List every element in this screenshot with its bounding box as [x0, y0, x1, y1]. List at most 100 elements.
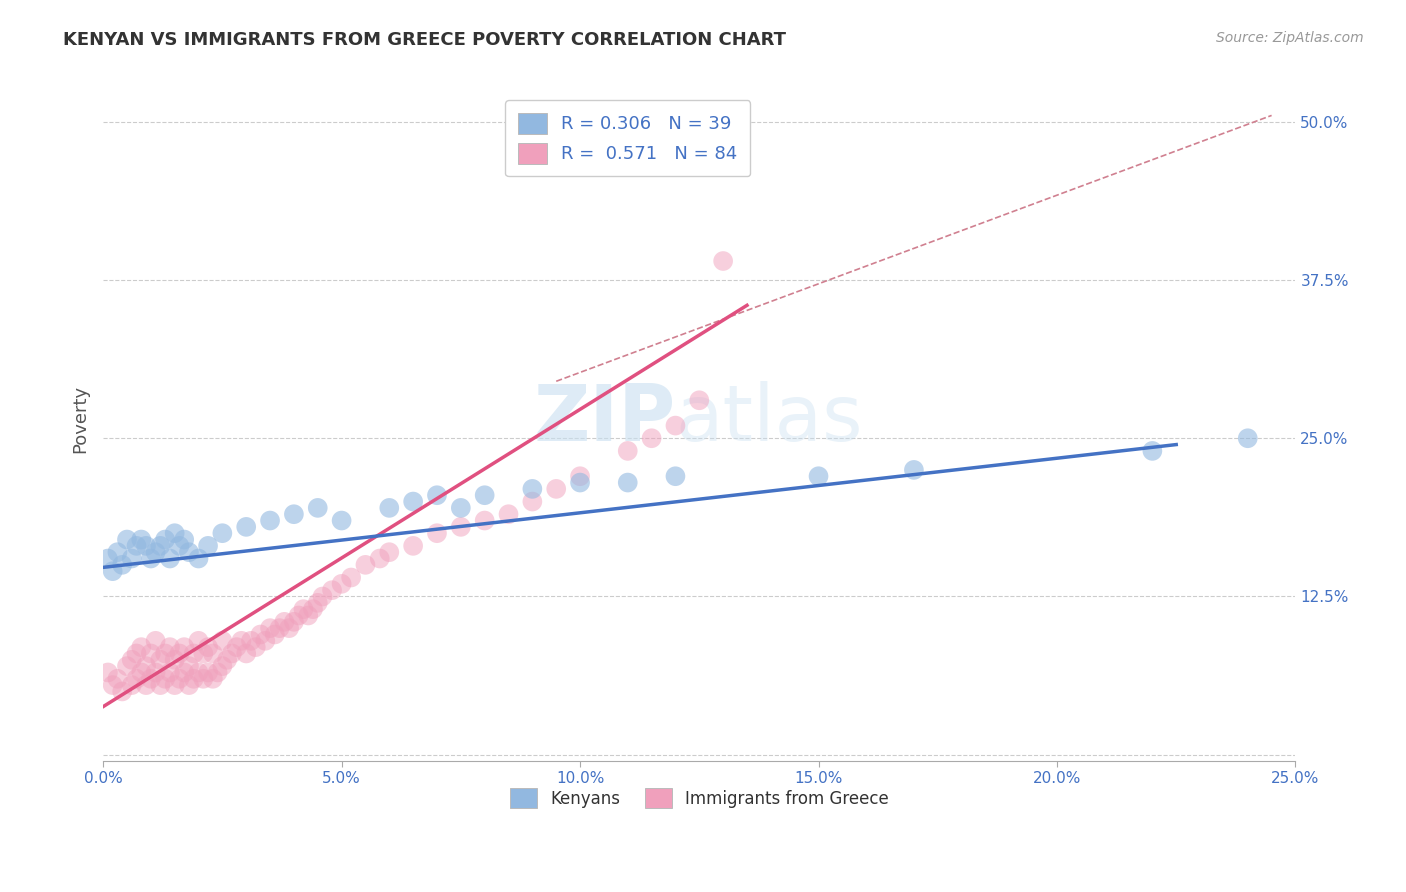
- Point: [245, 640, 267, 654]
- Point: [263, 627, 285, 641]
- Point: [187, 551, 209, 566]
- Point: [211, 526, 233, 541]
- Point: [177, 678, 200, 692]
- Point: [163, 653, 186, 667]
- Point: [187, 665, 209, 680]
- Point: [450, 500, 472, 515]
- Point: [121, 551, 143, 566]
- Point: [297, 608, 319, 623]
- Point: [283, 615, 305, 629]
- Point: [378, 500, 401, 515]
- Point: [307, 500, 329, 515]
- Point: [249, 627, 271, 641]
- Legend: Kenyans, Immigrants from Greece: Kenyans, Immigrants from Greece: [503, 781, 896, 814]
- Point: [569, 469, 592, 483]
- Point: [311, 590, 333, 604]
- Point: [498, 507, 520, 521]
- Point: [169, 672, 191, 686]
- Point: [1142, 444, 1164, 458]
- Point: [269, 621, 291, 635]
- Point: [211, 659, 233, 673]
- Point: [135, 659, 157, 673]
- Point: [368, 551, 391, 566]
- Point: [307, 596, 329, 610]
- Text: KENYAN VS IMMIGRANTS FROM GREECE POVERTY CORRELATION CHART: KENYAN VS IMMIGRANTS FROM GREECE POVERTY…: [63, 31, 786, 49]
- Point: [616, 475, 638, 490]
- Point: [522, 482, 544, 496]
- Point: [163, 678, 186, 692]
- Point: [149, 539, 172, 553]
- Point: [139, 672, 162, 686]
- Point: [173, 533, 195, 547]
- Y-axis label: Poverty: Poverty: [72, 385, 89, 453]
- Text: Source: ZipAtlas.com: Source: ZipAtlas.com: [1216, 31, 1364, 45]
- Point: [169, 539, 191, 553]
- Point: [135, 678, 157, 692]
- Point: [278, 621, 301, 635]
- Point: [225, 640, 247, 654]
- Point: [287, 608, 309, 623]
- Point: [235, 520, 257, 534]
- Point: [640, 431, 662, 445]
- Point: [149, 678, 172, 692]
- Point: [139, 551, 162, 566]
- Point: [129, 665, 152, 680]
- Point: [616, 444, 638, 458]
- Point: [163, 526, 186, 541]
- Point: [546, 482, 568, 496]
- Point: [330, 514, 353, 528]
- Point: [354, 558, 377, 572]
- Point: [231, 633, 253, 648]
- Point: [302, 602, 325, 616]
- Point: [201, 647, 224, 661]
- Point: [115, 659, 138, 673]
- Point: [664, 469, 686, 483]
- Point: [169, 647, 191, 661]
- Point: [217, 653, 239, 667]
- Point: [173, 640, 195, 654]
- Point: [187, 633, 209, 648]
- Point: [235, 647, 257, 661]
- Point: [183, 647, 205, 661]
- Point: [97, 551, 120, 566]
- Point: [211, 633, 233, 648]
- Point: [159, 551, 181, 566]
- Point: [240, 633, 263, 648]
- Point: [153, 647, 176, 661]
- Point: [340, 570, 363, 584]
- Point: [125, 539, 148, 553]
- Point: [197, 539, 219, 553]
- Point: [177, 545, 200, 559]
- Point: [197, 640, 219, 654]
- Point: [111, 684, 134, 698]
- Point: [121, 678, 143, 692]
- Point: [402, 539, 425, 553]
- Point: [107, 672, 129, 686]
- Point: [153, 533, 176, 547]
- Point: [173, 665, 195, 680]
- Point: [159, 640, 181, 654]
- Point: [259, 514, 281, 528]
- Point: [378, 545, 401, 559]
- Point: [193, 672, 215, 686]
- Point: [145, 665, 167, 680]
- Point: [221, 647, 243, 661]
- Point: [283, 507, 305, 521]
- Point: [149, 653, 172, 667]
- Point: [107, 545, 129, 559]
- Point: [159, 665, 181, 680]
- Point: [711, 254, 734, 268]
- Point: [207, 665, 229, 680]
- Point: [145, 633, 167, 648]
- Point: [254, 633, 277, 648]
- Point: [129, 533, 152, 547]
- Point: [101, 678, 124, 692]
- Point: [292, 602, 315, 616]
- Point: [183, 672, 205, 686]
- Point: [259, 621, 281, 635]
- Point: [474, 488, 496, 502]
- Point: [193, 647, 215, 661]
- Point: [97, 665, 120, 680]
- Point: [197, 665, 219, 680]
- Point: [903, 463, 925, 477]
